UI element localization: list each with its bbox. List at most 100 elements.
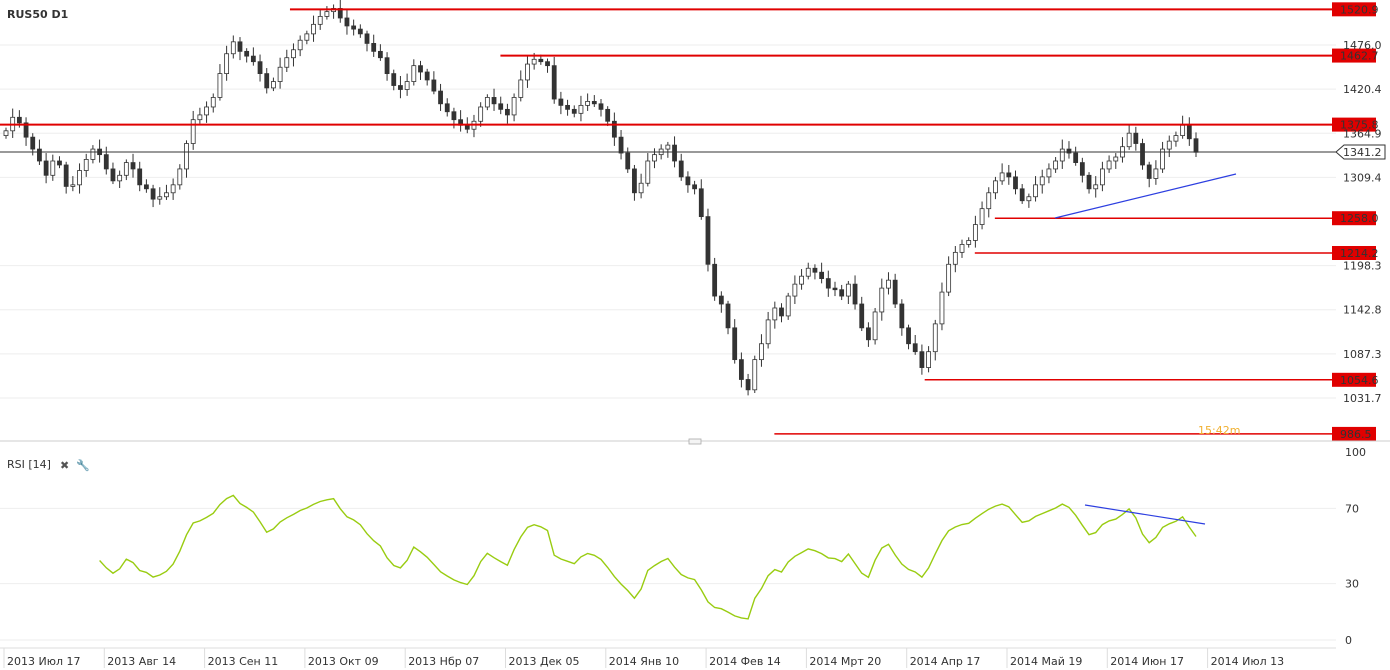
candle-body [1106, 160, 1112, 170]
date-axis: 2013 Июл 17 2013 Авг 14 2013 Сен 11 2013 Ок… [3, 648, 1284, 668]
candle-body [886, 279, 891, 289]
candle-body [177, 168, 183, 186]
level-label-box [1332, 117, 1376, 132]
candle-body [511, 97, 517, 116]
price-tick-label: 1476.0 [1343, 39, 1382, 52]
candle-body [1133, 132, 1139, 144]
candle-body [424, 71, 430, 81]
candle-body [130, 162, 136, 170]
level-label-box [1332, 426, 1376, 441]
candle-body [765, 319, 771, 345]
candle-body [899, 303, 905, 329]
candle-body [351, 25, 357, 30]
price-tick-label: 1142.8 [1343, 304, 1382, 317]
level-label-box [1332, 246, 1376, 261]
date-tick-label: 2013 Сен 11 [208, 655, 279, 668]
current-price-label: 1341.2 [1343, 146, 1382, 159]
candle-body [1046, 168, 1052, 178]
candle-body [110, 168, 116, 182]
wrench-icon[interactable]: 🔧 [76, 458, 90, 472]
candle-body [591, 101, 597, 105]
date-tick-label: 2013 Окт 09 [308, 655, 379, 668]
candle-body [264, 73, 270, 89]
candle-body [451, 111, 457, 121]
candle-body [1073, 152, 1079, 163]
candle-body [531, 58, 537, 65]
candle-body [377, 50, 383, 59]
candle-body [1086, 174, 1092, 190]
date-tick-label: 2013 Июл 17 [7, 655, 81, 668]
candle-body [545, 61, 550, 67]
candle-body [1153, 168, 1159, 179]
level-label-box [1332, 372, 1376, 387]
candle-body [1146, 164, 1152, 179]
rsi-trend-line [1084, 504, 1206, 525]
rsi-tick-label: 100 [1345, 446, 1366, 459]
rsi-tick-label: 30 [1345, 578, 1359, 591]
candle-body [879, 287, 885, 313]
candle-body [919, 351, 925, 368]
candle-body [1193, 138, 1199, 153]
candle-body [819, 271, 825, 279]
price-tick-label: 1031.7 [1343, 392, 1382, 405]
candle-body [966, 240, 972, 245]
candle-body [1013, 176, 1018, 190]
level-label: 1054.6 [1340, 374, 1379, 387]
candle-body [1006, 172, 1012, 178]
close-icon[interactable]: ✖ [60, 459, 69, 472]
candle-body [43, 160, 49, 176]
candle-body [565, 104, 570, 110]
candle-body [210, 97, 216, 108]
candle-body [170, 184, 176, 194]
candle-body [324, 11, 330, 17]
price-tick-label: 1364.9 [1343, 127, 1382, 140]
current-price-tag [1335, 144, 1386, 160]
candle-body [37, 148, 42, 162]
candle-body [939, 291, 945, 325]
candle-body [832, 287, 838, 291]
candle-body [90, 148, 96, 160]
candle-body [137, 168, 143, 186]
candle-body [491, 97, 497, 105]
candle-body [805, 267, 811, 277]
candle-body [611, 120, 617, 138]
price-axis: 1476.0 1420.4 1364.9 1309.4 1198.3 1142.8 1087… [1343, 39, 1382, 405]
candle-body [498, 103, 504, 110]
candle-body [103, 154, 109, 170]
candle-body [478, 106, 484, 122]
date-tick-label: 2014 Май 19 [1010, 655, 1082, 668]
rsi-grid [0, 507, 1336, 641]
candle-body [759, 343, 764, 361]
candle-body [638, 182, 644, 194]
candle-body [1039, 176, 1045, 186]
date-tick-label: 2013 Авг 14 [107, 655, 176, 668]
candle-body [525, 63, 530, 81]
candle-body [712, 263, 718, 297]
candle-body [317, 15, 323, 25]
candle-body [271, 81, 276, 89]
candle-body [244, 50, 250, 57]
candle-body [852, 283, 858, 305]
candle-body [1079, 162, 1085, 176]
date-tick-label: 2014 Апр 17 [910, 655, 981, 668]
candle-body [625, 152, 631, 170]
candle-body [1126, 132, 1132, 148]
candle-body [959, 244, 965, 253]
candle-body [184, 143, 189, 170]
candle-body [792, 283, 798, 297]
candle-body [732, 327, 738, 361]
candle-body [678, 160, 684, 178]
candle-body [745, 379, 751, 391]
candle-body [1113, 156, 1119, 162]
level-label-box [1332, 211, 1376, 226]
candle-body [585, 101, 591, 106]
candle-body [157, 196, 163, 200]
candle-body [150, 188, 156, 200]
candle-body [1026, 196, 1032, 202]
pane-resize-handle[interactable] [688, 438, 702, 445]
candle-body [204, 106, 209, 116]
candle-body [77, 170, 82, 186]
candle-body [1160, 148, 1165, 170]
candle-body [558, 98, 564, 106]
